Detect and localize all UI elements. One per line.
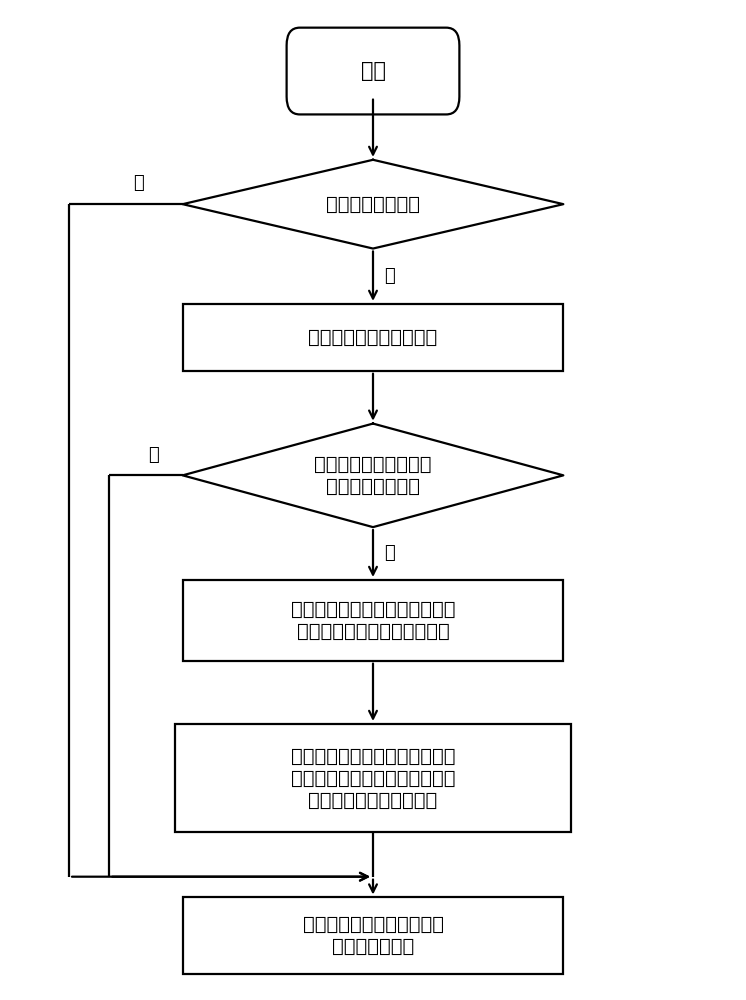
Bar	[183, 580, 563, 661]
Text: 开始: 开始	[360, 61, 386, 81]
Text: 下发全部动态无功补偿装置
无功功率参考值: 下发全部动态无功补偿装置 无功功率参考值	[302, 915, 444, 956]
Text: 是: 是	[384, 267, 395, 285]
Text: 最后一台动态无功补偿
装置已分配完毕？: 最后一台动态无功补偿 装置已分配完毕？	[314, 455, 432, 496]
Text: 是: 是	[148, 446, 159, 464]
Bar	[183, 304, 563, 371]
Polygon shape	[183, 160, 563, 249]
Bar	[183, 897, 563, 974]
Text: 否: 否	[134, 174, 144, 192]
Text: 否: 否	[384, 544, 395, 562]
Text: 根据顺序分配原则计算一台动态
无功补偿装置无功功率参考值: 根据顺序分配原则计算一台动态 无功补偿装置无功功率参考值	[291, 600, 455, 641]
Text: 计算剩余需要补偿的容量: 计算剩余需要补偿的容量	[308, 328, 438, 347]
Text: 是否还需要补偿？: 是否还需要补偿？	[326, 195, 420, 214]
Bar	[175, 724, 571, 832]
FancyBboxPatch shape	[286, 28, 460, 114]
Text: 以该无功功率参考值作为该动态
无动补偿装置支路的注入无マ功
率代入重新进行潮流计算: 以该无功功率参考值作为该动态 无动补偿装置支路的注入无マ功 率代入重新进行潮流计…	[291, 747, 455, 810]
Polygon shape	[183, 424, 563, 527]
